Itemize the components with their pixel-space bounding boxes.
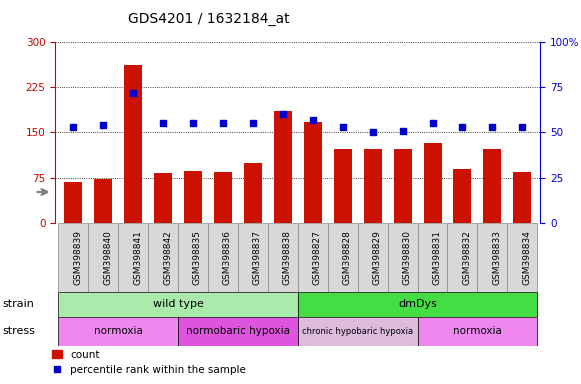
Point bbox=[398, 127, 407, 134]
Text: GSM398830: GSM398830 bbox=[403, 230, 411, 285]
Text: GSM398831: GSM398831 bbox=[432, 230, 442, 285]
Bar bbox=[184, 171, 202, 223]
Bar bbox=[244, 162, 262, 223]
Text: GSM398840: GSM398840 bbox=[103, 230, 112, 285]
Bar bbox=[208, 223, 238, 292]
Bar bbox=[364, 149, 382, 223]
Bar bbox=[514, 172, 532, 223]
Text: GSM398836: GSM398836 bbox=[223, 230, 232, 285]
Bar bbox=[64, 182, 82, 223]
Bar bbox=[148, 223, 178, 292]
Text: dmDys: dmDys bbox=[398, 299, 437, 310]
Point bbox=[488, 124, 497, 130]
Bar bbox=[418, 317, 537, 346]
Bar bbox=[358, 223, 388, 292]
Point bbox=[368, 129, 377, 136]
Text: GSM398832: GSM398832 bbox=[462, 230, 471, 285]
Bar bbox=[178, 317, 297, 346]
Legend: count, percentile rank within the sample: count, percentile rank within the sample bbox=[52, 350, 246, 375]
Bar bbox=[94, 179, 112, 223]
Text: normoxia: normoxia bbox=[453, 326, 502, 336]
Text: stress: stress bbox=[3, 326, 36, 336]
Bar bbox=[454, 169, 471, 223]
Bar bbox=[393, 149, 411, 223]
Bar bbox=[297, 317, 418, 346]
Text: GSM398837: GSM398837 bbox=[253, 230, 262, 285]
Bar bbox=[328, 223, 358, 292]
Bar bbox=[418, 223, 447, 292]
Text: GSM398834: GSM398834 bbox=[522, 230, 532, 285]
Text: GSM398838: GSM398838 bbox=[283, 230, 292, 285]
Bar bbox=[274, 111, 292, 223]
Text: strain: strain bbox=[3, 299, 35, 310]
Bar bbox=[154, 174, 172, 223]
Text: GSM398841: GSM398841 bbox=[133, 230, 142, 285]
Bar bbox=[58, 317, 178, 346]
Text: GSM398828: GSM398828 bbox=[343, 230, 352, 285]
Text: GDS4201 / 1632184_at: GDS4201 / 1632184_at bbox=[128, 12, 289, 25]
Bar bbox=[88, 223, 118, 292]
Point bbox=[159, 121, 168, 127]
Bar bbox=[304, 122, 322, 223]
Text: GSM398829: GSM398829 bbox=[372, 230, 382, 285]
Bar bbox=[268, 223, 297, 292]
Bar bbox=[447, 223, 478, 292]
Bar bbox=[333, 149, 352, 223]
Bar bbox=[297, 292, 537, 317]
Bar bbox=[124, 65, 142, 223]
Point bbox=[428, 121, 437, 127]
Point bbox=[308, 117, 317, 123]
Text: GSM398833: GSM398833 bbox=[493, 230, 501, 285]
Point bbox=[278, 111, 288, 118]
Bar bbox=[297, 223, 328, 292]
Point bbox=[248, 121, 257, 127]
Bar bbox=[178, 223, 208, 292]
Text: GSM398839: GSM398839 bbox=[73, 230, 82, 285]
Text: wild type: wild type bbox=[153, 299, 203, 310]
Point bbox=[98, 122, 107, 128]
Text: normoxia: normoxia bbox=[94, 326, 142, 336]
Text: GSM398835: GSM398835 bbox=[193, 230, 202, 285]
Bar bbox=[388, 223, 418, 292]
Bar bbox=[483, 149, 501, 223]
Bar bbox=[58, 223, 88, 292]
Bar bbox=[507, 223, 537, 292]
Point bbox=[69, 124, 78, 130]
Point bbox=[518, 124, 527, 130]
Bar bbox=[238, 223, 268, 292]
Bar bbox=[478, 223, 507, 292]
Bar bbox=[214, 172, 232, 223]
Bar bbox=[118, 223, 148, 292]
Point bbox=[218, 121, 228, 127]
Bar bbox=[58, 292, 297, 317]
Text: normobaric hypoxia: normobaric hypoxia bbox=[186, 326, 290, 336]
Text: chronic hypobaric hypoxia: chronic hypobaric hypoxia bbox=[302, 327, 413, 336]
Text: GSM398827: GSM398827 bbox=[313, 230, 322, 285]
Point bbox=[458, 124, 467, 130]
Point bbox=[128, 90, 138, 96]
Text: GSM398842: GSM398842 bbox=[163, 230, 172, 285]
Point bbox=[338, 124, 347, 130]
Point bbox=[188, 121, 198, 127]
Bar bbox=[424, 143, 442, 223]
